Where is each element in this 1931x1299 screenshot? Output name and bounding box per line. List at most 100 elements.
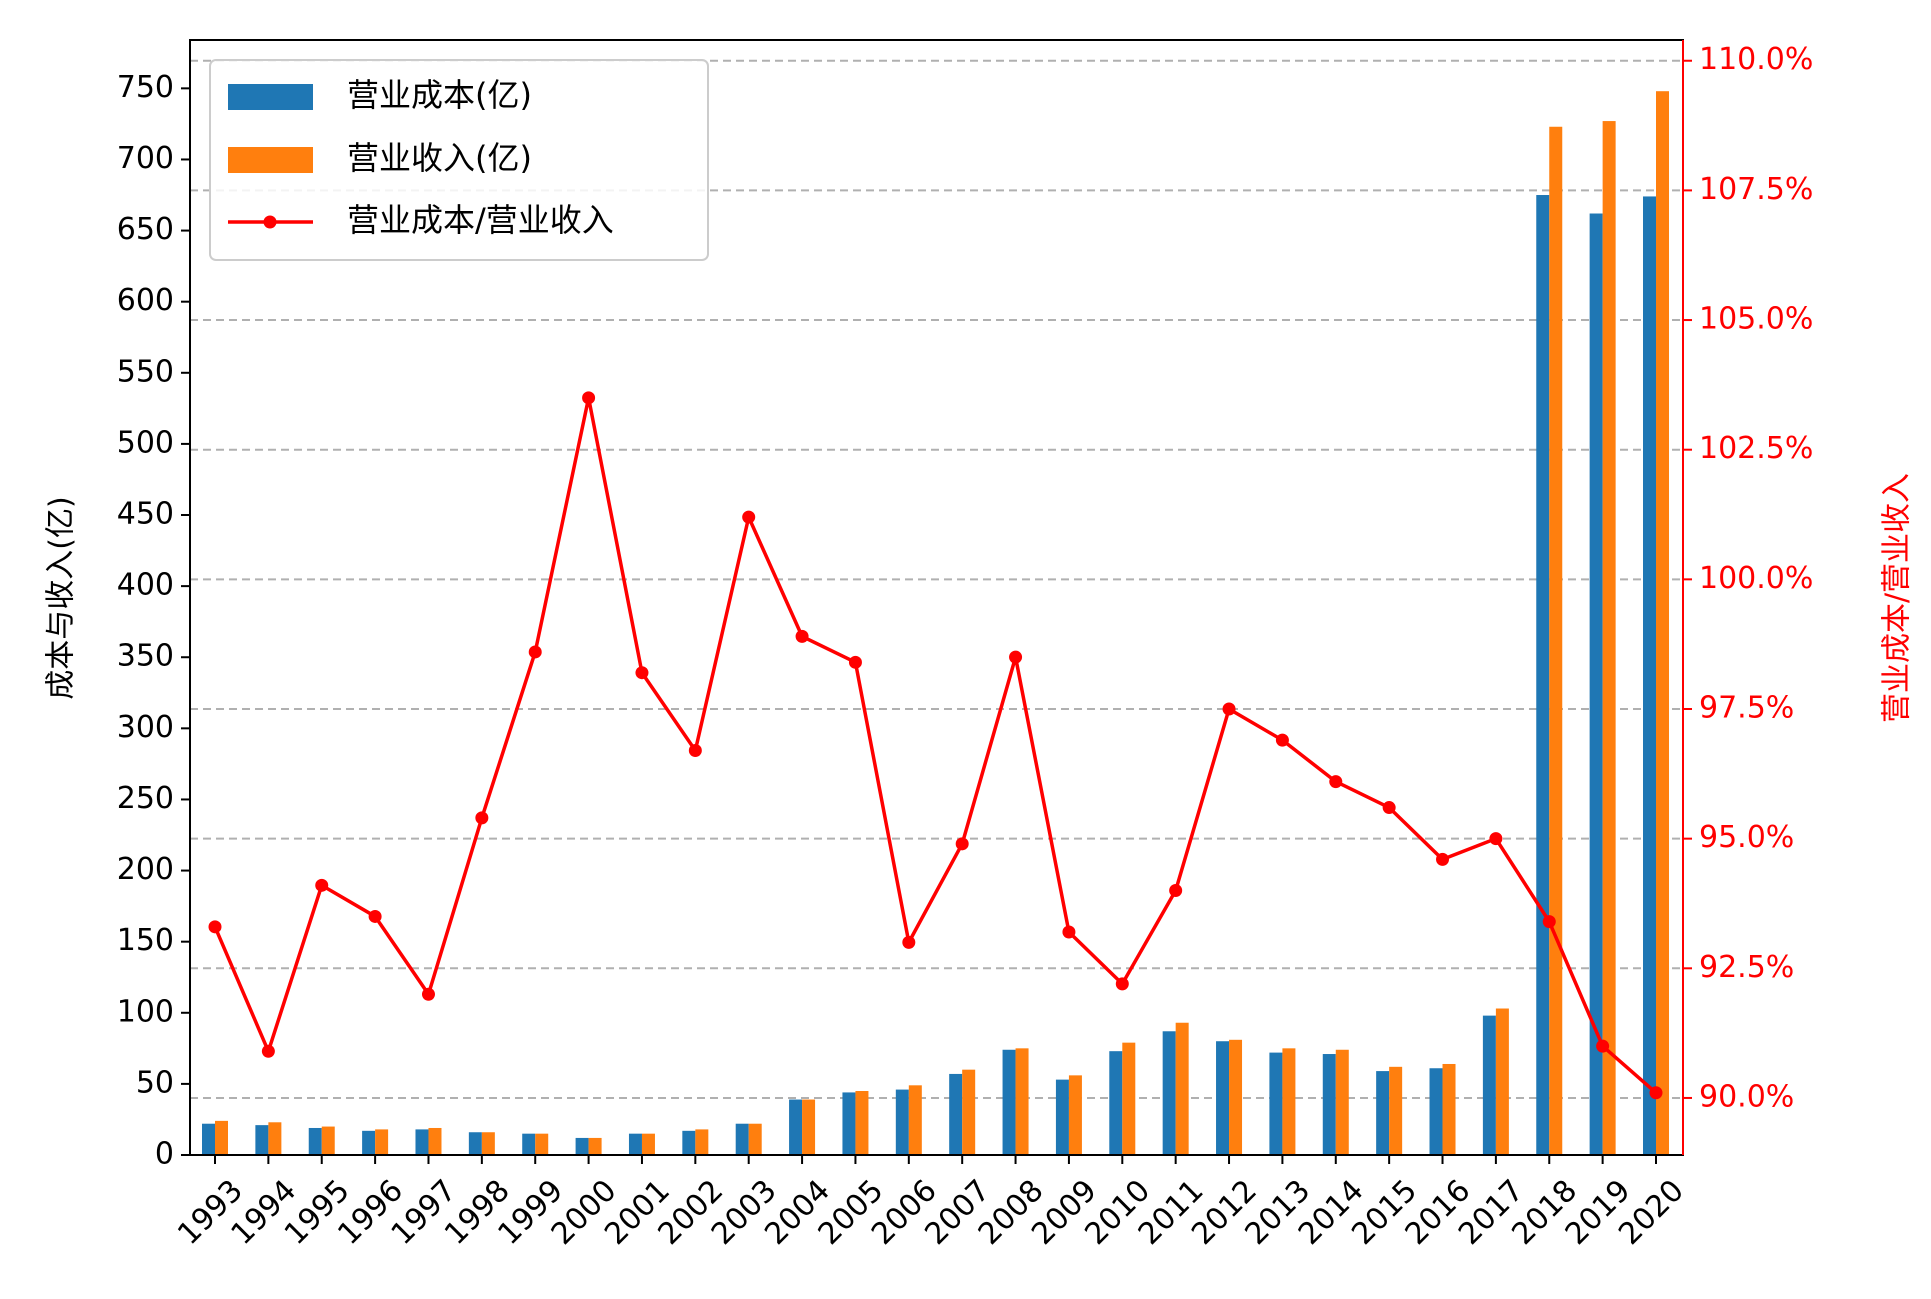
bar-revenue (748, 1123, 762, 1155)
bar-cost (522, 1133, 536, 1155)
x-axis: 1993199419951996199719981999200020012002… (171, 1155, 1691, 1252)
ratio-point (848, 655, 862, 669)
bar-cost (1109, 1051, 1123, 1155)
left-tick-label: 650 (117, 212, 174, 247)
left-tick-label: 0 (155, 1137, 174, 1172)
right-tick-label: 110.0% (1699, 42, 1813, 77)
bar-revenue (1175, 1022, 1189, 1155)
bar-cost (1055, 1079, 1069, 1155)
bar-cost (255, 1125, 269, 1155)
bar-cost (1162, 1031, 1176, 1155)
y-axis-title-left: 成本与收入(亿) (44, 496, 79, 699)
ratio-point (1275, 733, 1289, 747)
bar-cost (1002, 1049, 1016, 1155)
ratio-point (208, 920, 222, 934)
bar-cost (362, 1130, 376, 1155)
bar-revenue (641, 1133, 655, 1155)
bar-group (202, 91, 1669, 1156)
bar-cost (575, 1137, 589, 1155)
bar-cost (308, 1127, 322, 1155)
legend: 营业成本(亿) 营业收入(亿) 营业成本/营业收入 (209, 59, 709, 261)
bar-cost (1429, 1068, 1443, 1155)
right-tick-label: 102.5% (1699, 431, 1813, 466)
ratio-point (1649, 1086, 1663, 1100)
bar-cost (1322, 1054, 1336, 1155)
ratio-point (1489, 832, 1503, 846)
bar-cost (1589, 213, 1603, 1155)
left-tick-label: 450 (117, 497, 174, 532)
right-tick-label: 107.5% (1699, 172, 1813, 207)
bar-revenue (695, 1129, 709, 1155)
left-tick-label: 500 (117, 425, 174, 460)
ratio-point (475, 811, 489, 825)
bar-revenue (1229, 1039, 1243, 1155)
legend-box (209, 59, 709, 261)
bar-revenue (588, 1137, 602, 1155)
right-tick-label: 100.0% (1699, 561, 1813, 596)
left-tick-label: 350 (117, 639, 174, 674)
bar-cost (1376, 1071, 1390, 1155)
legend-label: 营业成本(亿) (347, 76, 532, 114)
bar-cost (628, 1133, 642, 1155)
left-tick-label: 300 (117, 710, 174, 745)
bar-revenue (535, 1133, 549, 1155)
ratio-point (635, 666, 649, 680)
bar-revenue (1068, 1075, 1082, 1155)
ratio-line-group (208, 391, 1663, 1100)
ratio-point (1436, 852, 1450, 866)
bar-revenue (1015, 1048, 1029, 1155)
bar-revenue (428, 1127, 442, 1155)
ratio-line (213, 396, 1658, 1095)
right-tick-label: 97.5% (1699, 691, 1794, 726)
bar-cost (202, 1123, 215, 1155)
left-tick-label: 700 (117, 141, 174, 176)
ratio-point (795, 629, 809, 643)
left-tick-label: 200 (117, 852, 174, 887)
bar-cost (1269, 1052, 1283, 1155)
bar-revenue (1656, 91, 1669, 1156)
y-axis-title-right: 营业成本/营业收入 (1880, 473, 1915, 723)
bar-revenue (855, 1091, 869, 1155)
bar-revenue (1495, 1008, 1509, 1155)
bar-cost (842, 1092, 856, 1155)
bar-revenue (1335, 1049, 1349, 1155)
bar-revenue (1282, 1048, 1296, 1155)
legend-marker (263, 215, 277, 229)
ratio-point (1169, 884, 1183, 898)
bar-revenue (481, 1132, 495, 1155)
right-tick-label: 90.0% (1699, 1079, 1794, 1114)
right-tick-label: 95.0% (1699, 820, 1794, 855)
bar-cost (1482, 1015, 1496, 1155)
left-tick-label: 50 (136, 1065, 174, 1100)
bar-revenue (1549, 126, 1563, 1156)
bar-revenue (268, 1122, 282, 1155)
ratio-point (1115, 977, 1129, 991)
bar-revenue (375, 1129, 389, 1155)
bar-cost (468, 1132, 482, 1155)
bar-cost (1216, 1041, 1230, 1155)
bar-cost (895, 1089, 909, 1155)
ratio-point (528, 645, 542, 659)
legend-swatch (228, 147, 313, 173)
ratio-point (1596, 1039, 1610, 1053)
ratio-point (1329, 775, 1343, 789)
bar-revenue (215, 1120, 228, 1155)
ratio-point (582, 391, 596, 405)
bar-cost (949, 1073, 963, 1155)
bar-cost (682, 1130, 696, 1155)
ratio-point (1009, 650, 1023, 664)
bar-cost (1536, 195, 1550, 1155)
left-tick-label: 550 (117, 354, 174, 389)
ratio-point (315, 878, 329, 892)
ratio-point (421, 987, 435, 1001)
left-axis: 0 50 100 150 200 250 300 350 400 450 500 550 600 650 7… (117, 70, 190, 1172)
bar-revenue (1602, 121, 1616, 1155)
bar-revenue (908, 1085, 922, 1155)
ratio-point (955, 837, 969, 851)
ratio-point (261, 1044, 275, 1058)
ratio-point (688, 743, 702, 757)
right-axis: 90.0% 92.5% 95.0% 97.5% 100.0% 102.5% 105.0% 10… (1682, 40, 1813, 1155)
ratio-point (1062, 925, 1076, 939)
left-tick-label: 150 (117, 923, 174, 958)
left-tick-label: 400 (117, 568, 174, 603)
